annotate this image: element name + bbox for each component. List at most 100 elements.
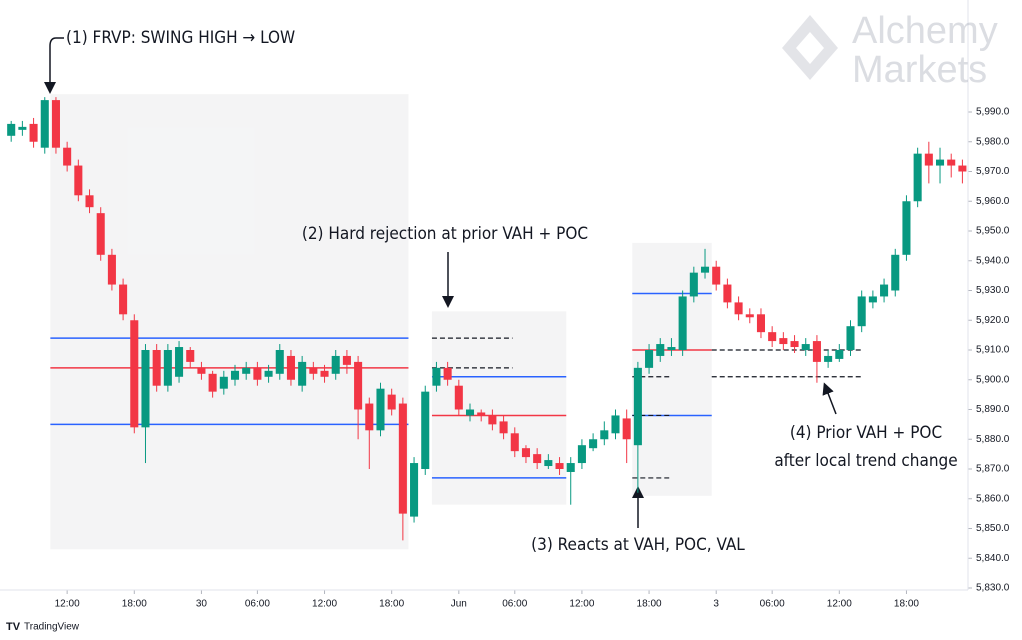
candle-body <box>700 266 710 273</box>
arrow <box>44 37 64 94</box>
candle-body <box>510 433 519 452</box>
x-tick-label: 12:00 <box>55 599 80 610</box>
profile-box <box>632 242 712 496</box>
candle-body <box>566 463 575 472</box>
candle-body <box>779 338 788 345</box>
y-tick-label: 5,930.0 <box>976 285 1010 296</box>
candle-body <box>645 350 654 368</box>
candle-body <box>533 454 542 464</box>
candle-body <box>846 326 855 350</box>
annotation: after local trend change <box>774 451 957 471</box>
brand-text: TradingView <box>24 622 80 633</box>
y-tick-label: 5,880.0 <box>976 434 1010 445</box>
candle-body <box>253 367 262 380</box>
candle-body <box>589 439 598 449</box>
x-tick-label: Jun <box>451 599 467 610</box>
candle-body <box>230 370 240 380</box>
candle-body <box>264 370 273 377</box>
x-tick-label: 06:00 <box>760 599 785 610</box>
candle-body <box>186 350 195 362</box>
candle-body <box>857 296 866 327</box>
candle-body <box>521 448 530 458</box>
candle-body <box>410 463 419 517</box>
candle-body <box>555 463 564 469</box>
candle-body <box>298 361 307 386</box>
candle-body <box>756 314 765 333</box>
x-tick-label: 06:00 <box>502 599 527 610</box>
candle-body <box>342 355 351 365</box>
candle-body <box>141 350 150 428</box>
candle-body <box>354 361 363 410</box>
y-tick-label: 5,950.0 <box>976 226 1010 237</box>
candle-body <box>432 367 441 386</box>
candle-body <box>465 409 475 416</box>
candle-body <box>197 367 206 374</box>
candle-body <box>7 123 16 136</box>
candle-body <box>633 367 642 446</box>
candle-body <box>622 418 631 440</box>
candle-body <box>331 355 340 374</box>
x-tick-label: 18:00 <box>637 599 662 610</box>
candle-body <box>286 355 295 380</box>
y-tick-label: 5,850.0 <box>976 523 1010 534</box>
x-tick-label: 18:00 <box>379 599 404 610</box>
candle-body <box>958 165 967 172</box>
candle-body <box>219 376 228 389</box>
candle-body <box>734 302 743 315</box>
candle-body <box>656 344 665 356</box>
brand: TV TradingView <box>6 621 80 633</box>
x-tick-label: 12:00 <box>827 599 852 610</box>
watermark-text: Alchemy <box>852 10 998 52</box>
candle-body <box>18 126 27 130</box>
candle-body <box>745 314 754 318</box>
y-tick-label: 5,840.0 <box>976 553 1010 564</box>
x-tick-label: 12:00 <box>312 599 337 610</box>
candle-body <box>678 296 687 350</box>
candle-body <box>712 266 721 285</box>
candle-body <box>376 388 385 431</box>
candle-body <box>689 272 698 297</box>
arrow <box>822 382 837 415</box>
candle-body <box>499 421 508 434</box>
y-tick-label: 5,830.0 <box>976 583 1010 594</box>
x-tick-label: 06:00 <box>245 599 270 610</box>
annotation: (1) FRVP: SWING HIGH → LOW <box>66 28 295 48</box>
candle-body <box>107 254 116 285</box>
x-tick-label: 12:00 <box>569 599 594 610</box>
x-tick-label: 18:00 <box>894 599 919 610</box>
candle-body <box>824 355 833 362</box>
x-tick-label: 3 <box>713 599 719 610</box>
candle-body <box>398 403 407 514</box>
candle-body <box>935 159 945 166</box>
annotation: (2) Hard rejection at prior VAH + POC <box>302 224 588 244</box>
y-tick-label: 5,920.0 <box>976 315 1010 326</box>
candle-body <box>309 367 318 374</box>
candle-body <box>812 341 821 362</box>
candle-body <box>768 332 777 342</box>
candle-body <box>913 153 922 202</box>
candle-body <box>74 165 83 196</box>
watermark: Alchemy Markets <box>782 10 998 91</box>
candle-body <box>801 344 810 350</box>
y-tick-label: 5,900.0 <box>976 374 1010 385</box>
candle-body <box>152 350 161 386</box>
y-tick-label: 5,970.0 <box>976 166 1010 177</box>
y-tick-label: 5,860.0 <box>976 493 1010 504</box>
candle-body <box>667 347 676 350</box>
x-tick-label: 30 <box>196 599 208 610</box>
candle-body <box>208 373 217 392</box>
candle-body <box>723 284 732 303</box>
candle-body <box>242 367 251 374</box>
y-tick-label: 5,990.0 <box>976 107 1010 118</box>
y-tick-label: 5,960.0 <box>976 196 1010 207</box>
y-tick-label: 5,980.0 <box>976 136 1010 147</box>
profile-box <box>50 94 409 550</box>
candle-body <box>175 347 184 377</box>
candle-body <box>96 213 105 255</box>
candle-body <box>880 284 889 297</box>
y-tick-label: 5,910.0 <box>976 345 1010 356</box>
candle-body <box>40 100 49 148</box>
candle-body <box>947 159 956 166</box>
candle-body <box>130 320 139 428</box>
